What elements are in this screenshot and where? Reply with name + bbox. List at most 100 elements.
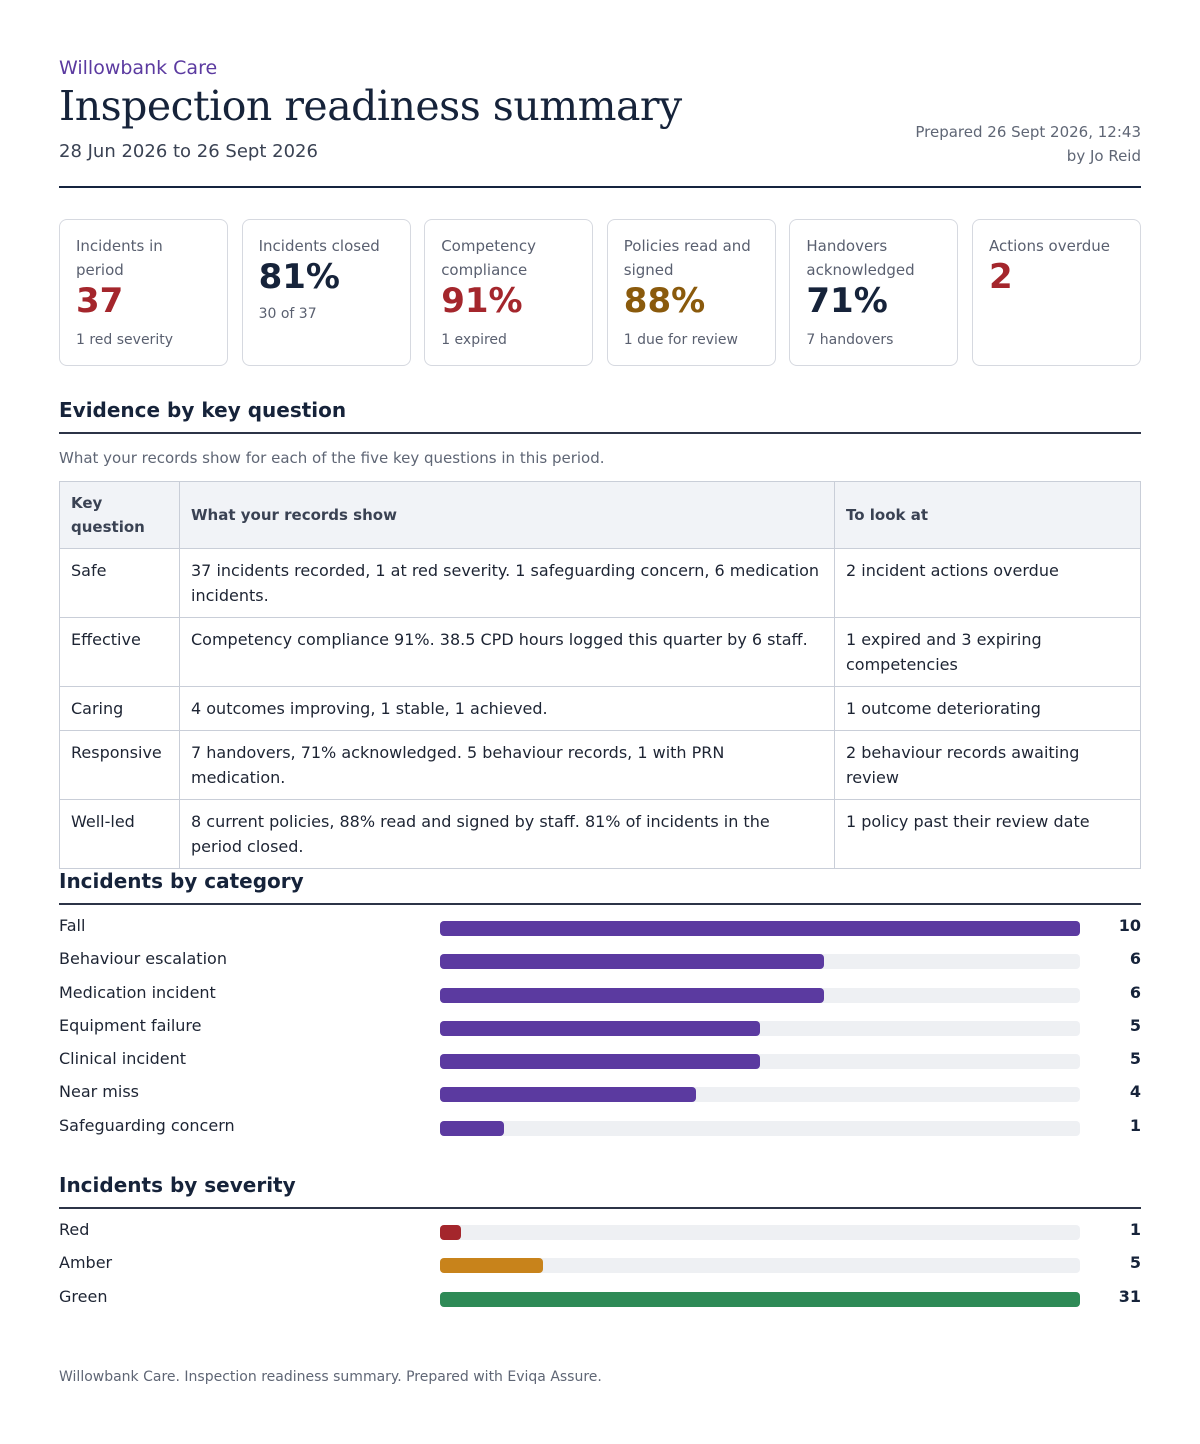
organisation-name: Willowbank Care [59, 57, 218, 79]
kpi-label: Actions overdue [989, 237, 1111, 255]
bar [440, 1020, 760, 1036]
bar-row: Clinical incident 5 [59, 1045, 1141, 1078]
to-look-at-cell: 2 behaviour records awaiting review [834, 730, 1141, 800]
kpi-note: 1 expired [441, 332, 507, 348]
kpi-label: Incidents in period [76, 237, 163, 279]
kpi-card-policies: Policies read and signed 88% 1 due for r… [606, 219, 776, 366]
kpi-note: 1 red severity [76, 332, 173, 348]
bar-label: Near miss [59, 1082, 139, 1102]
bar-label: Safeguarding concern [59, 1115, 235, 1135]
section-title-evidence: Evidence by key question [59, 398, 1141, 434]
kpi-card-incidents: Incidents in period 37 1 red severity [59, 219, 228, 366]
bar-row: Behaviour escalation 6 [59, 945, 1141, 978]
reporting-period: 28 Jun 2026 to 26 Sept 2026 [59, 141, 318, 162]
table-row: Caring 4 outcomes improving, 1 stable, 1… [59, 686, 1141, 731]
kpi-value: 91% [441, 281, 523, 321]
prepared-by: by Jo Reid [1066, 147, 1141, 165]
bar-value-label: 10 [1118, 916, 1141, 935]
column-header: What your records show [179, 481, 835, 549]
bar-track [440, 1120, 1080, 1136]
kpi-value: 71% [806, 281, 888, 321]
bar-row: Equipment failure 5 [59, 1012, 1141, 1045]
bar-value-label: 5 [1129, 1015, 1141, 1035]
bar-track [440, 1054, 1080, 1070]
kpi-value: 2 [989, 257, 1013, 297]
bar-row: Amber 5 [59, 1249, 1141, 1282]
kpi-value: 37 [76, 281, 124, 321]
bar-label: Medication incident [59, 982, 216, 1002]
bar-label: Green [59, 1286, 108, 1306]
bar-track [440, 987, 1080, 1003]
bar-value-label: 31 [1118, 1286, 1141, 1306]
report-header: Willowbank Care Inspection readiness sum… [59, 54, 1141, 188]
bar [440, 1258, 544, 1274]
bar-value-label: 5 [1129, 1253, 1141, 1273]
bar-row: Medication incident 6 [59, 979, 1141, 1012]
bar-row: Red 1 [59, 1216, 1141, 1249]
bar-label: Fall [59, 916, 86, 935]
kpi-value: 81% [258, 257, 340, 297]
key-question-cell: Well-led [59, 799, 180, 869]
bar-label: Clinical incident [59, 1049, 187, 1069]
evidence-table: Key question What your records show To l… [59, 481, 1141, 869]
key-question-cell: Caring [59, 686, 180, 731]
bar [440, 954, 824, 970]
table-row: Effective Competency compliance 91%. 38.… [59, 617, 1141, 687]
prepared-date: Prepared 26 Sept 2026, 12:43 [915, 123, 1141, 141]
kpi-note: 30 of 37 [258, 306, 317, 322]
bar-track [440, 1225, 1080, 1240]
bar [440, 1054, 760, 1070]
bar [440, 1291, 1080, 1307]
key-question-cell: Effective [59, 617, 180, 687]
bar-row: Near miss 4 [59, 1078, 1141, 1111]
bar-row: Fall 10 [59, 912, 1141, 945]
category-bar-chart: Fall 10 Behaviour escalation 6 Medication in… [59, 912, 1141, 1145]
bar-value-label: 1 [1129, 1115, 1141, 1135]
bar-row: Green 31 [59, 1283, 1141, 1316]
bar [440, 1120, 504, 1136]
kpi-card-competency: Competency compliance 91% 1 expired [424, 219, 594, 366]
kpi-card-actions-overdue: Actions overdue 2 [972, 219, 1141, 366]
bar-label: Amber [59, 1253, 113, 1273]
bar [440, 987, 824, 1003]
bar-track [440, 921, 1080, 936]
bar-value-label: 6 [1129, 949, 1141, 969]
table-header-row: Key question What your records show To l… [59, 481, 1141, 549]
kpi-label: Handovers acknowledged [806, 237, 915, 279]
bar-value-label: 5 [1129, 1049, 1141, 1069]
bar [440, 1225, 461, 1240]
to-look-at-cell: 1 policy past their review date [834, 799, 1141, 869]
kpi-label: Competency compliance [441, 237, 536, 279]
bar-track [440, 1020, 1080, 1036]
bar-row: Safeguarding concern 1 [59, 1112, 1141, 1145]
column-header: To look at [834, 481, 1141, 549]
records-cell: 7 handovers, 71% acknowledged. 5 behavio… [179, 730, 835, 800]
kpi-card-handovers: Handovers acknowledged 71% 7 handovers [789, 219, 959, 366]
bar [440, 1087, 696, 1103]
section-title-severity: Incidents by severity [59, 1173, 1141, 1209]
kpi-cards: Incidents in period 37 1 red severity In… [59, 219, 1141, 366]
kpi-card-incidents-closed: Incidents closed 81% 30 of 37 [241, 219, 411, 366]
kpi-label: Policies read and signed [623, 237, 751, 279]
records-cell: 37 incidents recorded, 1 at red severity… [179, 548, 835, 618]
records-cell: 8 current policies, 88% read and signed … [179, 799, 835, 869]
bar-label: Red [59, 1220, 90, 1239]
bar-track [440, 1087, 1080, 1103]
bar-label: Behaviour escalation [59, 949, 227, 969]
page-footer: Willowbank Care. Inspection readiness su… [59, 1369, 602, 1385]
prepared-info: Prepared 26 Sept 2026, 12:43 by Jo Reid [915, 120, 1141, 168]
bar-value-label: 1 [1129, 1220, 1141, 1239]
records-cell: Competency compliance 91%. 38.5 CPD hour… [179, 617, 835, 687]
section-title-category: Incidents by category [59, 869, 1141, 905]
column-header: Key question [59, 481, 180, 549]
bar-value-label: 4 [1129, 1082, 1141, 1102]
table-row: Safe 37 incidents recorded, 1 at red sev… [59, 548, 1141, 618]
severity-bar-chart: Red 1 Amber 5 Green 31 [59, 1216, 1141, 1316]
bar-track [440, 1291, 1080, 1307]
kpi-note: 7 handovers [806, 332, 894, 348]
kpi-note: 1 due for review [623, 332, 738, 348]
records-cell: 4 outcomes improving, 1 stable, 1 achiev… [179, 686, 835, 731]
to-look-at-cell: 2 incident actions overdue [834, 548, 1141, 618]
bar-track [440, 954, 1080, 970]
